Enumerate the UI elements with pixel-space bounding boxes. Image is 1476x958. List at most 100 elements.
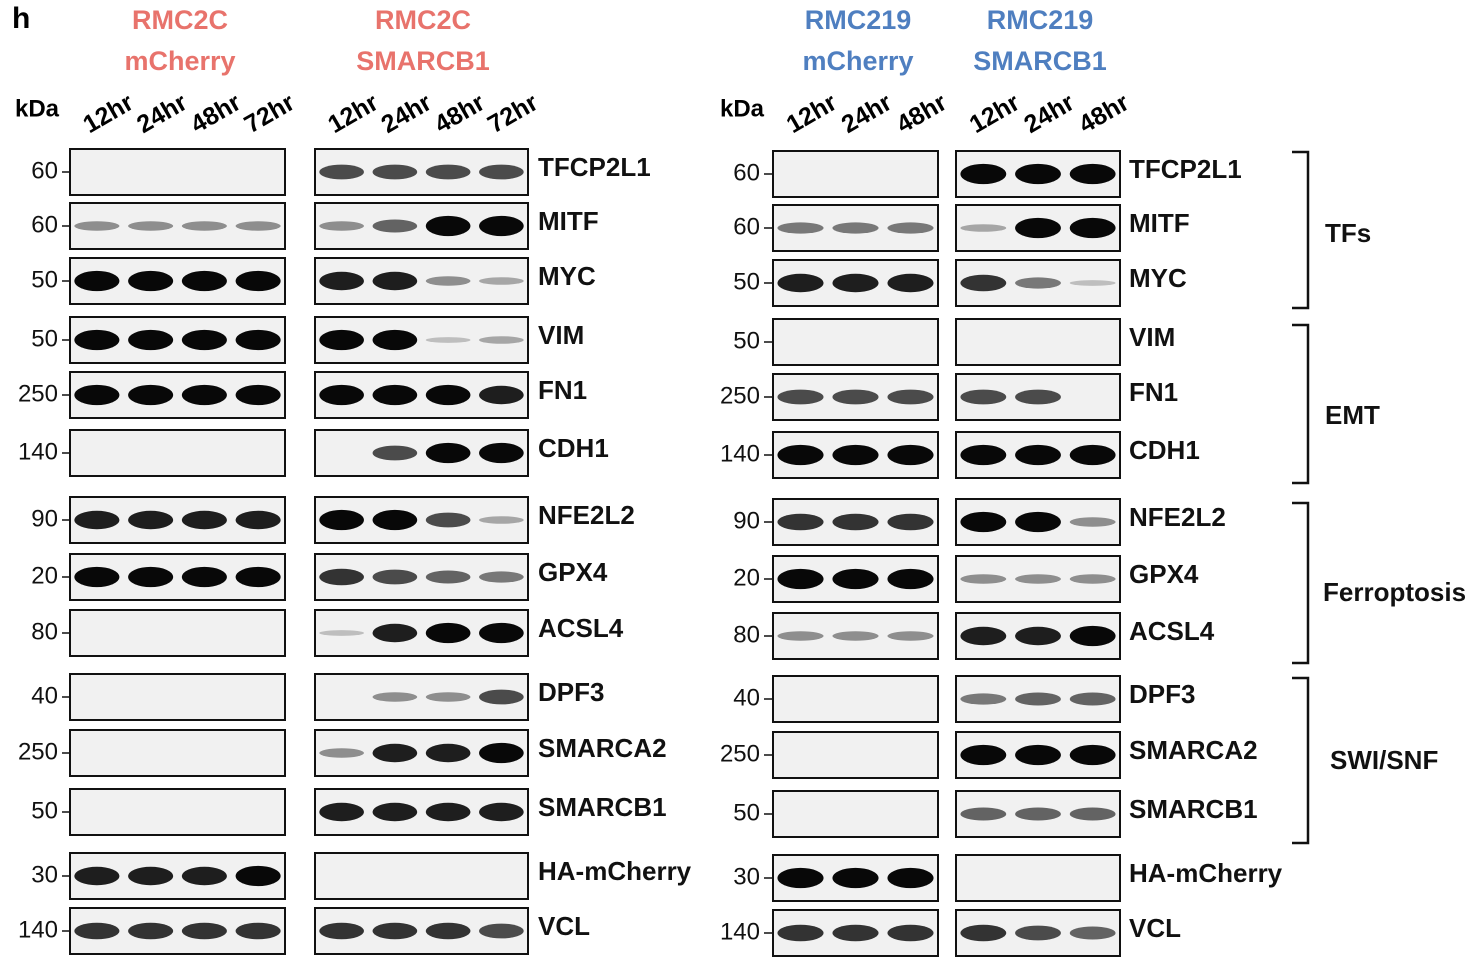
band	[1069, 444, 1116, 466]
blot-strip	[955, 204, 1121, 252]
band	[372, 384, 418, 406]
blot-background	[69, 729, 286, 777]
band	[181, 510, 227, 530]
band	[960, 274, 1007, 292]
blot-strip	[69, 673, 286, 721]
blot-strip	[955, 259, 1121, 307]
band	[887, 222, 934, 234]
blot-background	[69, 673, 286, 721]
band	[832, 924, 879, 942]
blot-background	[69, 609, 286, 657]
band	[181, 221, 227, 231]
band	[1069, 517, 1116, 527]
lane-label: 12hr	[323, 88, 383, 139]
blot-strip	[69, 148, 286, 196]
lane-label: 24hr	[132, 88, 192, 139]
blot-strip	[69, 553, 286, 601]
blot-background	[69, 148, 286, 196]
group-subtitle: mCherry	[124, 46, 235, 76]
kda-value: 50	[31, 325, 58, 352]
protein-label: CDH1	[1129, 435, 1200, 465]
band	[319, 509, 364, 531]
kda-value: 90	[31, 505, 58, 532]
band	[832, 867, 879, 889]
protein-label: ACSL4	[1129, 616, 1215, 646]
band	[128, 384, 174, 406]
lane-label: 12hr	[782, 88, 842, 139]
band	[235, 384, 281, 406]
band	[372, 164, 418, 180]
bracket	[1292, 676, 1310, 845]
band	[425, 442, 471, 464]
band	[479, 689, 524, 705]
band	[319, 384, 364, 406]
band	[235, 865, 281, 887]
band	[960, 224, 1007, 232]
group-title: RMC219	[805, 5, 912, 35]
band	[479, 622, 524, 644]
band	[479, 923, 524, 939]
band	[887, 389, 934, 405]
blot-strip	[314, 316, 529, 364]
kda-value: 250	[720, 740, 760, 767]
group-title: RMC219	[987, 5, 1094, 35]
band	[319, 748, 364, 758]
blot-strip	[955, 731, 1121, 779]
kda-value: 40	[31, 682, 58, 709]
band	[1069, 163, 1116, 185]
band	[235, 922, 281, 940]
band	[479, 516, 524, 524]
band	[479, 277, 524, 285]
blot-strip	[955, 498, 1121, 546]
kda-value: 250	[18, 738, 58, 765]
protein-label: GPX4	[538, 557, 608, 587]
kda-value: 30	[733, 863, 760, 890]
band	[777, 631, 824, 641]
band	[777, 513, 824, 531]
kda-value: 30	[31, 861, 58, 888]
band	[425, 215, 471, 237]
kda-value: 90	[733, 507, 760, 534]
band	[425, 337, 471, 343]
blot-strip	[772, 612, 939, 660]
band	[777, 389, 824, 405]
blot-background	[955, 555, 1121, 603]
band	[887, 273, 934, 293]
bracket	[1292, 323, 1310, 485]
protein-label: VCL	[1129, 913, 1181, 943]
band	[1069, 574, 1116, 584]
lane-label: 12hr	[78, 88, 138, 139]
protein-label: MITF	[1129, 208, 1190, 238]
blot-strip	[772, 318, 939, 366]
blot-strip	[69, 852, 286, 900]
band	[425, 743, 471, 763]
blot-background	[955, 854, 1121, 902]
band	[960, 511, 1007, 533]
group-subtitle: mCherry	[802, 46, 913, 76]
blot-strip	[955, 150, 1121, 198]
blot-strip	[69, 907, 286, 955]
blot-strip	[772, 373, 939, 421]
protein-label: TFCP2L1	[1129, 154, 1242, 184]
blot-background	[772, 675, 939, 723]
blot-strip	[69, 429, 286, 477]
protein-label: TFCP2L1	[538, 152, 651, 182]
blot-strip	[69, 609, 286, 657]
protein-label: CDH1	[538, 433, 609, 463]
blot-strip	[772, 675, 939, 723]
band	[777, 568, 824, 590]
band	[832, 273, 879, 293]
protein-label: GPX4	[1129, 559, 1199, 589]
band	[1069, 217, 1116, 239]
band	[74, 922, 120, 940]
lane-label: 12hr	[965, 88, 1025, 139]
band	[1015, 626, 1061, 646]
band	[479, 742, 524, 764]
band	[372, 219, 418, 233]
band	[479, 164, 524, 180]
blot-background	[69, 429, 286, 477]
band	[74, 270, 120, 292]
band	[425, 164, 471, 180]
category-label: SWI/SNF	[1330, 745, 1438, 775]
band	[319, 271, 364, 291]
